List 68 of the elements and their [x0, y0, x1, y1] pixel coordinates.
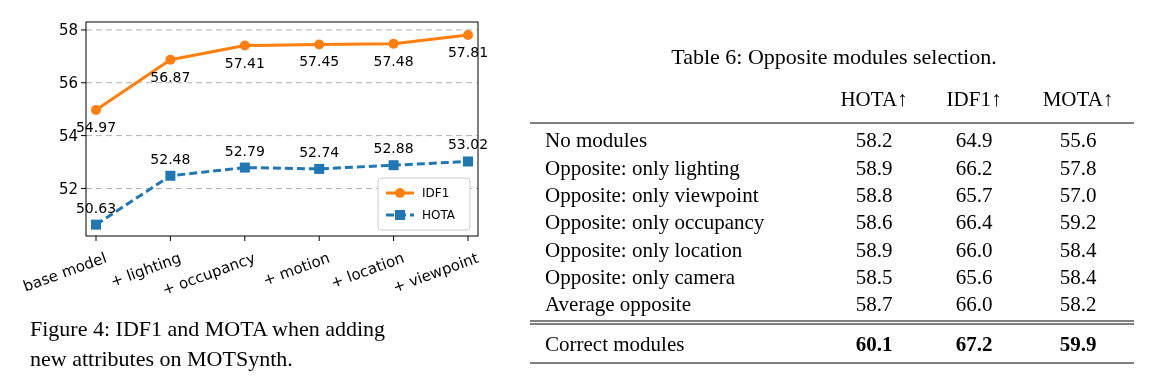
point	[91, 219, 101, 230]
y-tick-label: 54	[58, 126, 78, 145]
x-tick-label: + motion	[260, 248, 333, 290]
data-label: 58.2	[855, 128, 893, 153]
data-label: 52.74	[299, 143, 340, 160]
x-tick-label: MOTA↑	[1042, 87, 1114, 111]
point	[388, 38, 399, 49]
point	[165, 54, 176, 65]
point	[388, 160, 399, 171]
data-label: 57.0	[1059, 182, 1097, 207]
point	[463, 156, 473, 167]
y-tick-label: Opposite: only location	[545, 237, 743, 262]
y-tick-label: Correct modules	[545, 332, 685, 357]
data-label: 58.6	[855, 210, 893, 235]
chart-title: Table 6: Opposite modules selection.	[671, 44, 997, 69]
data-label: 65.7	[955, 182, 993, 207]
legend-label: HOTA	[422, 208, 456, 223]
data-label: 58.9	[855, 155, 893, 180]
data-label: 54.97	[75, 118, 117, 135]
data-label: 65.6	[955, 264, 993, 289]
data-label: 59.2	[1059, 210, 1097, 235]
data-label: 66.0	[955, 292, 993, 317]
data-label: 59.9	[1059, 332, 1097, 357]
y-tick-label: 56	[58, 74, 78, 93]
point	[463, 29, 473, 40]
legend-label: IDF1	[422, 186, 450, 201]
data-label: 67.2	[955, 332, 993, 357]
y-tick-label: 52	[58, 179, 78, 198]
data-label: 53.02	[447, 136, 489, 153]
point	[165, 170, 176, 181]
data-label: 58.5	[855, 264, 893, 289]
caption: Figure 4: IDF1 and MOTA when adding new attributes on MOTSynth.	[30, 316, 386, 371]
data-label: 58.7	[855, 292, 893, 317]
data-label: 57.8	[1059, 155, 1097, 180]
y-tick-label: Opposite: only viewpoint	[545, 182, 759, 207]
data-label: 66.4	[955, 210, 993, 235]
y-tick-label: Average opposite	[545, 292, 691, 317]
data-label: 58.4	[1059, 237, 1097, 262]
data-label: 57.45	[299, 53, 340, 70]
point	[314, 163, 325, 174]
data-label: 66.0	[955, 237, 993, 262]
y-tick-label: 58	[58, 21, 78, 40]
data-label: 58.2	[1059, 292, 1097, 317]
x-tick-label: IDF1↑	[946, 87, 1002, 111]
y-tick-label: Opposite: only occupancy	[545, 210, 765, 235]
data-label: 60.1	[855, 332, 893, 357]
point	[314, 39, 325, 50]
data-label: 66.2	[955, 155, 993, 180]
y-tick-label: Opposite: only camera	[545, 264, 736, 289]
y-tick-label: Opposite: only lighting	[545, 155, 741, 180]
point	[91, 104, 101, 115]
data-label: 57.41	[224, 54, 265, 71]
data-label: 58.4	[1059, 264, 1097, 289]
data-label: 55.6	[1059, 128, 1097, 153]
data-label: 52.48	[150, 150, 191, 167]
data-label: 58.8	[855, 182, 893, 207]
data-label: 57.48	[373, 52, 414, 69]
data-label: 52.79	[224, 142, 265, 159]
point	[239, 40, 250, 51]
point	[239, 162, 250, 173]
x-tick-label: HOTA↑	[840, 87, 908, 111]
y-tick-label: No modules	[545, 128, 648, 153]
data-label: 56.87	[150, 68, 191, 85]
data-label: 58.9	[855, 237, 893, 262]
data-label: 52.88	[373, 140, 414, 157]
data-label: 50.63	[75, 199, 117, 216]
data-label: 57.81	[447, 43, 489, 60]
data-label: 64.9	[955, 128, 993, 153]
